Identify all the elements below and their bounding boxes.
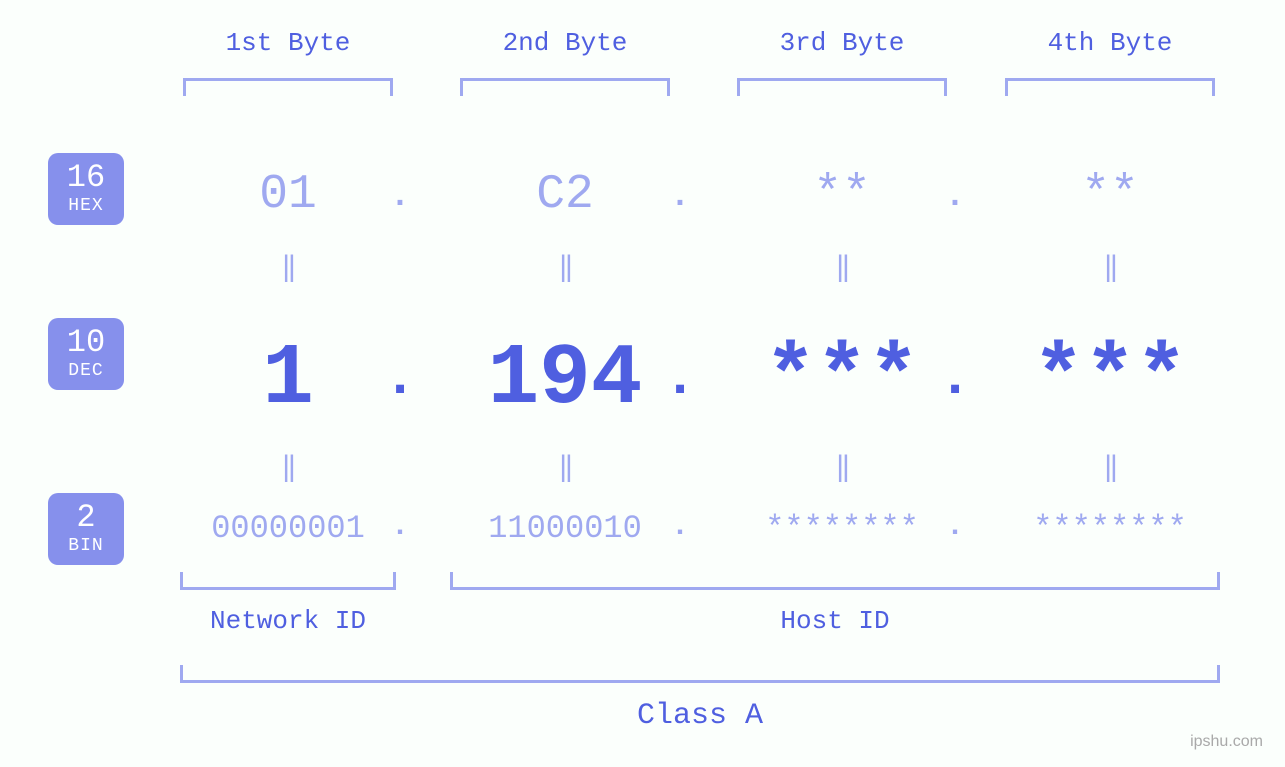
badge-hex-label: HEX (48, 197, 124, 216)
hex-byte-3: ** (712, 168, 972, 222)
badge-dec: 10 DEC (48, 318, 124, 390)
dec-byte-3: *** (712, 330, 972, 428)
badge-hex: 16 HEX (48, 153, 124, 225)
eq-hex-dec-4: || (1080, 250, 1140, 284)
bin-byte-2: 11000010 (435, 510, 695, 547)
byte-header-4: 4th Byte (1000, 28, 1220, 58)
host-id-bracket (450, 572, 1220, 590)
eq-dec-bin-4: || (1080, 450, 1140, 484)
network-id-bracket (180, 572, 396, 590)
host-id-label: Host ID (450, 606, 1220, 636)
eq-hex-dec-2: || (535, 250, 595, 284)
byte-bracket-top-4 (1005, 78, 1215, 96)
bin-byte-3: ******** (712, 510, 972, 547)
badge-bin-num: 2 (48, 501, 124, 535)
watermark: ipshu.com (1190, 733, 1263, 751)
byte-bracket-top-2 (460, 78, 670, 96)
byte-header-1: 1st Byte (178, 28, 398, 58)
eq-dec-bin-3: || (812, 450, 872, 484)
hex-dot-2: . (660, 178, 700, 216)
byte-header-3: 3rd Byte (732, 28, 952, 58)
dec-byte-1: 1 (158, 330, 418, 428)
hex-byte-1: 01 (158, 168, 418, 222)
byte-header-2: 2nd Byte (455, 28, 675, 58)
badge-hex-num: 16 (48, 161, 124, 195)
bin-byte-1: 00000001 (158, 510, 418, 547)
hex-byte-2: C2 (435, 168, 695, 222)
dec-dot-3: . (935, 346, 975, 410)
hex-dot-1: . (380, 178, 420, 216)
bin-dot-3: . (935, 510, 975, 544)
class-label: Class A (180, 699, 1220, 733)
hex-dot-3: . (935, 178, 975, 216)
byte-bracket-top-3 (737, 78, 947, 96)
hex-byte-4: ** (980, 168, 1240, 222)
eq-dec-bin-1: || (258, 450, 318, 484)
badge-dec-num: 10 (48, 326, 124, 360)
dec-dot-2: . (660, 346, 700, 410)
eq-dec-bin-2: || (535, 450, 595, 484)
class-bracket (180, 665, 1220, 683)
eq-hex-dec-1: || (258, 250, 318, 284)
bin-dot-2: . (660, 510, 700, 544)
dec-byte-2: 194 (435, 330, 695, 428)
eq-hex-dec-3: || (812, 250, 872, 284)
bin-byte-4: ******** (980, 510, 1240, 547)
network-id-label: Network ID (180, 606, 396, 636)
badge-dec-label: DEC (48, 362, 124, 381)
dec-byte-4: *** (980, 330, 1240, 428)
byte-bracket-top-1 (183, 78, 393, 96)
badge-bin-label: BIN (48, 537, 124, 556)
badge-bin: 2 BIN (48, 493, 124, 565)
dec-dot-1: . (380, 346, 420, 410)
bin-dot-1: . (380, 510, 420, 544)
